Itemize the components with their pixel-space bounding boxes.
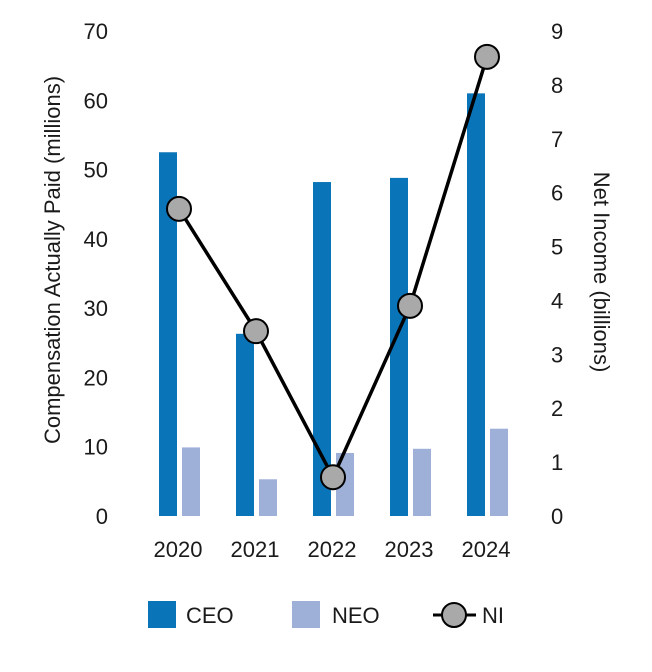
right-tick-label: 7: [551, 127, 563, 152]
neo-bar-2024: [490, 428, 508, 516]
ni-marker-2022: [320, 464, 346, 491]
right-axis-title: Net Income (billions): [589, 172, 614, 373]
ceo-bar-2022: [313, 182, 331, 517]
net-income-line-layer: [166, 43, 500, 491]
left-tick-label: 30: [84, 296, 108, 321]
left-tick-label: 0: [96, 504, 108, 529]
legend-ni-label: NI: [482, 603, 504, 628]
bars: [159, 93, 508, 517]
legend-ceo-swatch: [148, 601, 176, 628]
right-tick-label: 8: [551, 73, 563, 98]
ni-marker-2020: [166, 195, 192, 222]
ni-marker-2023: [397, 292, 423, 319]
right-tick-label: 4: [551, 288, 563, 313]
left-axis-ticks: 0 10 20 30 40 50 60 70: [84, 19, 108, 529]
right-axis-ticks: 0 1 2 3 4 5 6 7 8 9: [551, 19, 563, 529]
x-tick-label: 2022: [308, 537, 357, 562]
right-tick-label: 5: [551, 235, 563, 260]
neo-bar-2021: [259, 479, 277, 516]
x-tick-label: 2024: [462, 537, 511, 562]
legend-neo-swatch: [292, 601, 320, 628]
x-tick-label: 2020: [154, 537, 203, 562]
ni-marker-2021: [243, 318, 269, 345]
ceo-bar-2023: [390, 177, 408, 516]
neo-bar-2020: [182, 447, 200, 516]
ceo-bar-2021: [236, 333, 254, 516]
left-axis-title: Compensation Actually Paid (millions): [40, 76, 65, 444]
legend-neo-label: NEO: [332, 603, 380, 628]
x-tick-label: 2021: [231, 537, 280, 562]
x-tick-label: 2023: [385, 537, 434, 562]
legend-ceo-label: CEO: [186, 603, 234, 628]
x-axis-ticks: 2020 2021 2022 2023 2024: [154, 537, 511, 562]
left-tick-label: 70: [84, 19, 108, 44]
legend: CEO NEO NI: [148, 601, 504, 628]
right-tick-label: 6: [551, 181, 563, 206]
right-tick-label: 9: [551, 19, 563, 44]
ceo-bar-2020: [159, 152, 177, 516]
right-tick-label: 3: [551, 342, 563, 367]
left-tick-label: 20: [84, 365, 108, 390]
ceo-bar-2024: [467, 93, 485, 516]
legend-ni-marker: [441, 602, 467, 628]
right-tick-label: 2: [551, 396, 563, 421]
left-tick-label: 10: [84, 435, 108, 460]
neo-bar-2023: [413, 448, 431, 516]
left-tick-label: 40: [84, 227, 108, 252]
net-income-line: [177, 56, 489, 479]
ni-marker-2024: [474, 43, 500, 70]
right-tick-label: 1: [551, 450, 563, 475]
left-tick-label: 50: [84, 158, 108, 183]
right-tick-label: 0: [551, 504, 563, 529]
left-tick-label: 60: [84, 88, 108, 113]
